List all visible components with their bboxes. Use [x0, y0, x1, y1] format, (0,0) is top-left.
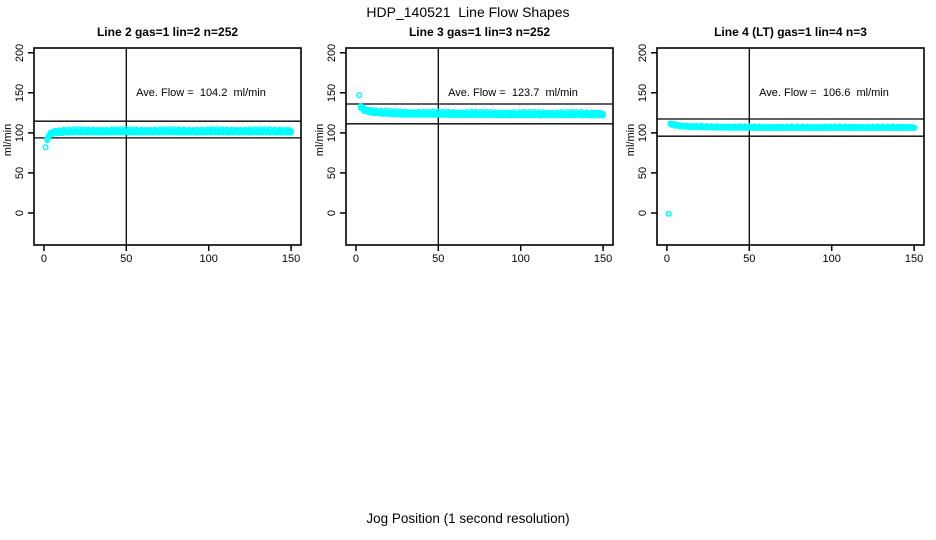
- y-tick-label: 100: [326, 123, 338, 143]
- plot-box: [656, 47, 925, 246]
- x-tick-label: 150: [593, 253, 613, 265]
- plot-area: [28, 47, 302, 251]
- y-axis-label: ml/min: [625, 123, 637, 157]
- panel-title: Line 2 gas=1 lin=2 n=252: [96, 25, 239, 39]
- y-tick-label: 50: [637, 166, 649, 180]
- y-tick-label: 0: [637, 209, 649, 217]
- y-tick-label: 150: [637, 83, 649, 103]
- x-tick-label: 50: [743, 253, 756, 265]
- data-points: [42, 126, 294, 151]
- x-axis-label: Jog Position (1 second resolution): [366, 511, 570, 526]
- x-tick-label: 0: [40, 253, 47, 265]
- y-tick-label: 150: [326, 83, 338, 103]
- y-tick-label: 100: [14, 123, 26, 143]
- x-tick-label: 50: [120, 253, 133, 265]
- panel-title: Line 3 gas=1 lin=3 n=252: [408, 25, 551, 39]
- y-tick-label: 100: [637, 123, 649, 143]
- x-tick-label: 0: [663, 253, 670, 265]
- y-tick-label: 50: [326, 166, 338, 180]
- ave-flow-annotation: Ave. Flow = 123.7 ml/min: [448, 87, 578, 99]
- figure-title: HDP_140521 Line Flow Shapes: [366, 4, 570, 20]
- y-tick-label: 150: [14, 83, 26, 103]
- y-tick-label: 0: [326, 209, 338, 217]
- y-axis-label: ml/min: [314, 123, 326, 157]
- x-tick-label: 150: [281, 253, 301, 265]
- x-tick-label: 100: [511, 253, 530, 265]
- plot-box: [33, 47, 302, 246]
- y-tick-label: 0: [14, 209, 26, 217]
- x-tick-label: 0: [352, 253, 359, 265]
- data-points: [356, 92, 606, 119]
- x-tick-label: 150: [904, 253, 924, 265]
- ave-flow-annotation: Ave. Flow = 106.6 ml/min: [759, 87, 889, 99]
- y-tick-label: 200: [637, 43, 649, 62]
- x-tick-label: 100: [199, 253, 218, 265]
- panel-line4: Line 4 (LT) gas=1 lin=4 n=3 ml/min Ave. …: [625, 25, 925, 265]
- x-tick-label: 100: [822, 253, 841, 265]
- panel-line2: Line 2 gas=1 lin=2 n=252 ml/min Ave. Flo…: [2, 25, 302, 265]
- y-axis-label: ml/min: [2, 123, 14, 157]
- y-tick-label: 50: [14, 166, 26, 180]
- y-tick-label: 200: [14, 43, 26, 62]
- plot-box: [345, 47, 614, 246]
- ave-flow-annotation: Ave. Flow = 104.2 ml/min: [136, 87, 266, 99]
- panel-title: Line 4 (LT) gas=1 lin=4 n=3: [714, 25, 867, 39]
- data-points: [665, 120, 917, 217]
- panel-line3: Line 3 gas=1 lin=3 n=252 ml/min Ave. Flo…: [314, 25, 614, 265]
- x-tick-label: 50: [432, 253, 445, 265]
- y-tick-label: 200: [326, 43, 338, 62]
- plot-area: [340, 47, 614, 251]
- plot-area: [651, 47, 925, 251]
